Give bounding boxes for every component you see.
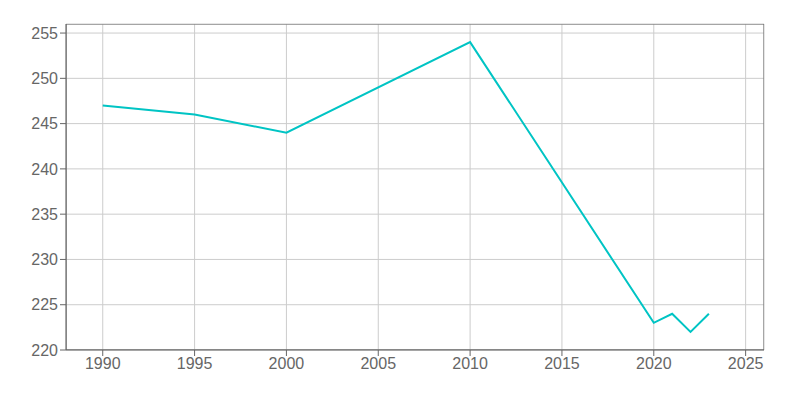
svg-text:1995: 1995 xyxy=(177,355,213,372)
svg-text:250: 250 xyxy=(31,70,58,87)
svg-text:2015: 2015 xyxy=(544,355,580,372)
svg-text:1990: 1990 xyxy=(85,355,121,372)
svg-text:220: 220 xyxy=(31,342,58,359)
svg-text:230: 230 xyxy=(31,251,58,268)
svg-text:245: 245 xyxy=(31,115,58,132)
svg-text:2020: 2020 xyxy=(636,355,672,372)
svg-text:2005: 2005 xyxy=(360,355,396,372)
svg-text:2025: 2025 xyxy=(728,355,764,372)
svg-text:2000: 2000 xyxy=(269,355,305,372)
svg-text:255: 255 xyxy=(31,25,58,42)
svg-text:235: 235 xyxy=(31,206,58,223)
svg-text:2010: 2010 xyxy=(452,355,488,372)
svg-text:225: 225 xyxy=(31,296,58,313)
svg-text:240: 240 xyxy=(31,161,58,178)
